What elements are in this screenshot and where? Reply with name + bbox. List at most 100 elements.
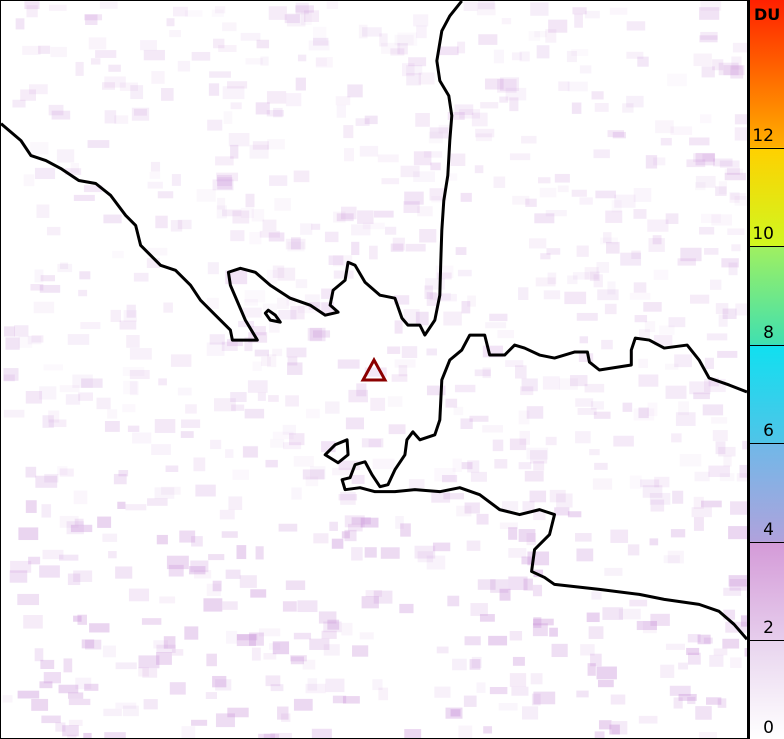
so2-pixel (151, 71, 165, 84)
so2-pixel (622, 103, 634, 113)
so2-pixel (611, 721, 628, 735)
so2-pixel (132, 432, 152, 444)
so2-pixel (112, 250, 124, 259)
so2-pixel (230, 392, 247, 403)
so2-pixel (360, 517, 379, 528)
so2-pixel (505, 87, 527, 101)
so2-pixel (497, 330, 514, 339)
so2-pixel (521, 378, 538, 392)
so2-pixel (90, 58, 101, 65)
so2-pixel (467, 460, 480, 473)
so2-pixel (706, 697, 722, 705)
so2-pixel (343, 148, 355, 162)
so2-pixel (734, 127, 747, 141)
so2-pixel (39, 386, 57, 400)
colorbar-tick-label: 0 (763, 718, 774, 738)
so2-pixel (48, 4, 67, 11)
so2-pixel (217, 174, 232, 187)
triangle-marker-icon (360, 356, 388, 382)
so2-pixel (142, 668, 158, 678)
so2-pixel (729, 192, 740, 203)
so2-pixel (18, 336, 33, 348)
so2-pixel (230, 144, 239, 159)
so2-pixel (356, 383, 367, 397)
so2-pixel (355, 118, 370, 126)
so2-pixel (512, 656, 525, 666)
so2-pixel (687, 634, 701, 643)
so2-pixel (454, 104, 474, 115)
so2-pixel (698, 731, 717, 738)
so2-pixel (395, 516, 404, 529)
so2-pixel (169, 29, 182, 38)
so2-pixel (231, 404, 245, 411)
so2-pixel (156, 534, 168, 545)
so2-pixel (83, 732, 92, 738)
so2-pixel (709, 654, 724, 667)
so2-pixel (219, 509, 235, 520)
so2-pixel (284, 14, 300, 24)
so2-pixel (480, 102, 499, 109)
so2-pixel (498, 703, 518, 711)
so2-pixel (470, 603, 488, 616)
so2-pixel (104, 420, 120, 432)
so2-pixel (693, 153, 715, 163)
so2-pixel (594, 462, 608, 470)
so2-pixel (450, 153, 466, 166)
so2-pixel (358, 24, 368, 39)
so2-pixel (351, 547, 363, 561)
so2-pixel (575, 533, 592, 542)
so2-pixel (149, 172, 161, 179)
so2-pixel (67, 734, 77, 738)
so2-pixel (423, 151, 443, 158)
so2-pixel (17, 690, 40, 699)
so2-pixel (295, 77, 306, 91)
so2-pixel (642, 485, 663, 498)
so2-pixel (579, 197, 593, 205)
so2-pixel (262, 303, 278, 311)
so2-pixel (522, 501, 535, 512)
so2-pixel (223, 111, 233, 124)
so2-pixel (610, 529, 629, 543)
so2-pixel (56, 149, 75, 163)
so2-pixel (209, 71, 231, 78)
so2-pixel (40, 659, 55, 669)
so2-pixel (521, 556, 533, 565)
so2-pixel (77, 614, 87, 625)
so2-pixel (430, 162, 441, 171)
so2-pixel (700, 31, 718, 40)
so2-pixel (532, 623, 548, 637)
so2-pixel (73, 194, 95, 201)
so2-pixel (181, 419, 201, 428)
so2-pixel (424, 285, 433, 300)
so2-pixel (138, 655, 160, 669)
so2-pixel (649, 538, 659, 546)
so2-pixel (158, 378, 167, 386)
so2-pixel (442, 474, 458, 483)
so2-pixel (190, 560, 209, 573)
so2-pixel (678, 693, 697, 701)
so2-pixel (128, 588, 150, 602)
so2-pixel (81, 378, 103, 388)
so2-pixel (217, 177, 233, 190)
so2-pixel (318, 611, 337, 624)
so2-pixel (351, 224, 371, 236)
so2-pixel (65, 394, 81, 405)
so2-pixel (333, 211, 346, 223)
so2-pixel (687, 652, 701, 665)
so2-pixel (626, 51, 644, 59)
so2-pixel (89, 623, 110, 633)
so2-pixel (38, 45, 51, 54)
so2-pixel (248, 332, 268, 343)
so2-pixel (337, 359, 360, 369)
so2-pixel (597, 679, 614, 688)
so2-pixel (530, 450, 548, 464)
so2-pixel (331, 538, 344, 549)
so2-pixel (252, 141, 269, 150)
so2-pixel (277, 297, 289, 309)
so2-pixel (475, 128, 495, 138)
so2-pixel (394, 34, 414, 46)
so2-pixel (577, 407, 597, 415)
so2-pixel (328, 255, 344, 265)
so2-pixel (499, 522, 518, 530)
so2-pixel (102, 645, 116, 658)
